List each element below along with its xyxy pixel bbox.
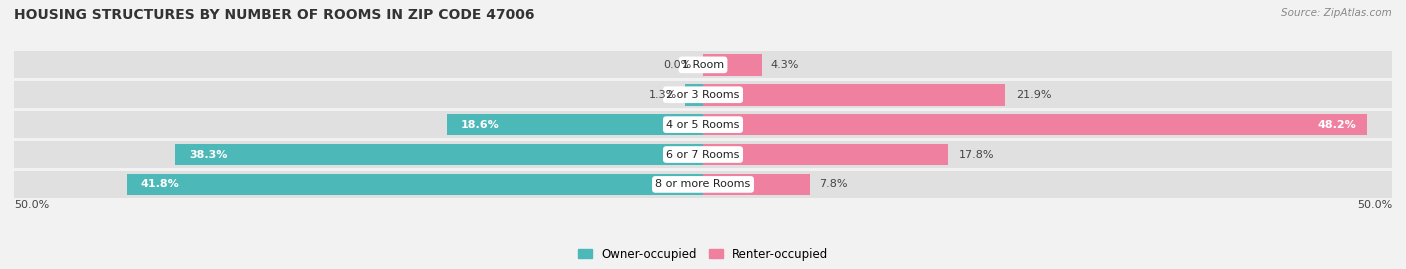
Text: HOUSING STRUCTURES BY NUMBER OF ROOMS IN ZIP CODE 47006: HOUSING STRUCTURES BY NUMBER OF ROOMS IN… <box>14 8 534 22</box>
Bar <box>703 144 948 165</box>
Bar <box>14 51 1392 78</box>
Bar <box>127 174 703 195</box>
Text: 1.3%: 1.3% <box>648 90 676 100</box>
Bar <box>176 144 703 165</box>
Bar <box>703 174 810 195</box>
Text: 0.0%: 0.0% <box>664 60 692 70</box>
Text: 17.8%: 17.8% <box>959 150 995 160</box>
Text: 21.9%: 21.9% <box>1015 90 1052 100</box>
Text: 18.6%: 18.6% <box>461 120 499 130</box>
Bar <box>703 54 762 76</box>
Bar <box>685 84 703 105</box>
Legend: Owner-occupied, Renter-occupied: Owner-occupied, Renter-occupied <box>572 243 834 265</box>
Text: 2 or 3 Rooms: 2 or 3 Rooms <box>666 90 740 100</box>
Text: 50.0%: 50.0% <box>14 200 49 210</box>
Bar <box>14 111 1392 138</box>
Text: 4.3%: 4.3% <box>770 60 799 70</box>
Text: 41.8%: 41.8% <box>141 179 180 189</box>
Bar <box>14 81 1392 108</box>
Bar <box>14 171 1392 198</box>
Text: 1 Room: 1 Room <box>682 60 724 70</box>
Bar <box>447 114 703 135</box>
Text: 38.3%: 38.3% <box>188 150 228 160</box>
Text: 50.0%: 50.0% <box>1357 200 1392 210</box>
Bar <box>703 114 1367 135</box>
Text: Source: ZipAtlas.com: Source: ZipAtlas.com <box>1281 8 1392 18</box>
Text: 4 or 5 Rooms: 4 or 5 Rooms <box>666 120 740 130</box>
Bar <box>703 84 1005 105</box>
Text: 48.2%: 48.2% <box>1317 120 1357 130</box>
Bar <box>14 141 1392 168</box>
Text: 6 or 7 Rooms: 6 or 7 Rooms <box>666 150 740 160</box>
Text: 7.8%: 7.8% <box>818 179 848 189</box>
Text: 8 or more Rooms: 8 or more Rooms <box>655 179 751 189</box>
